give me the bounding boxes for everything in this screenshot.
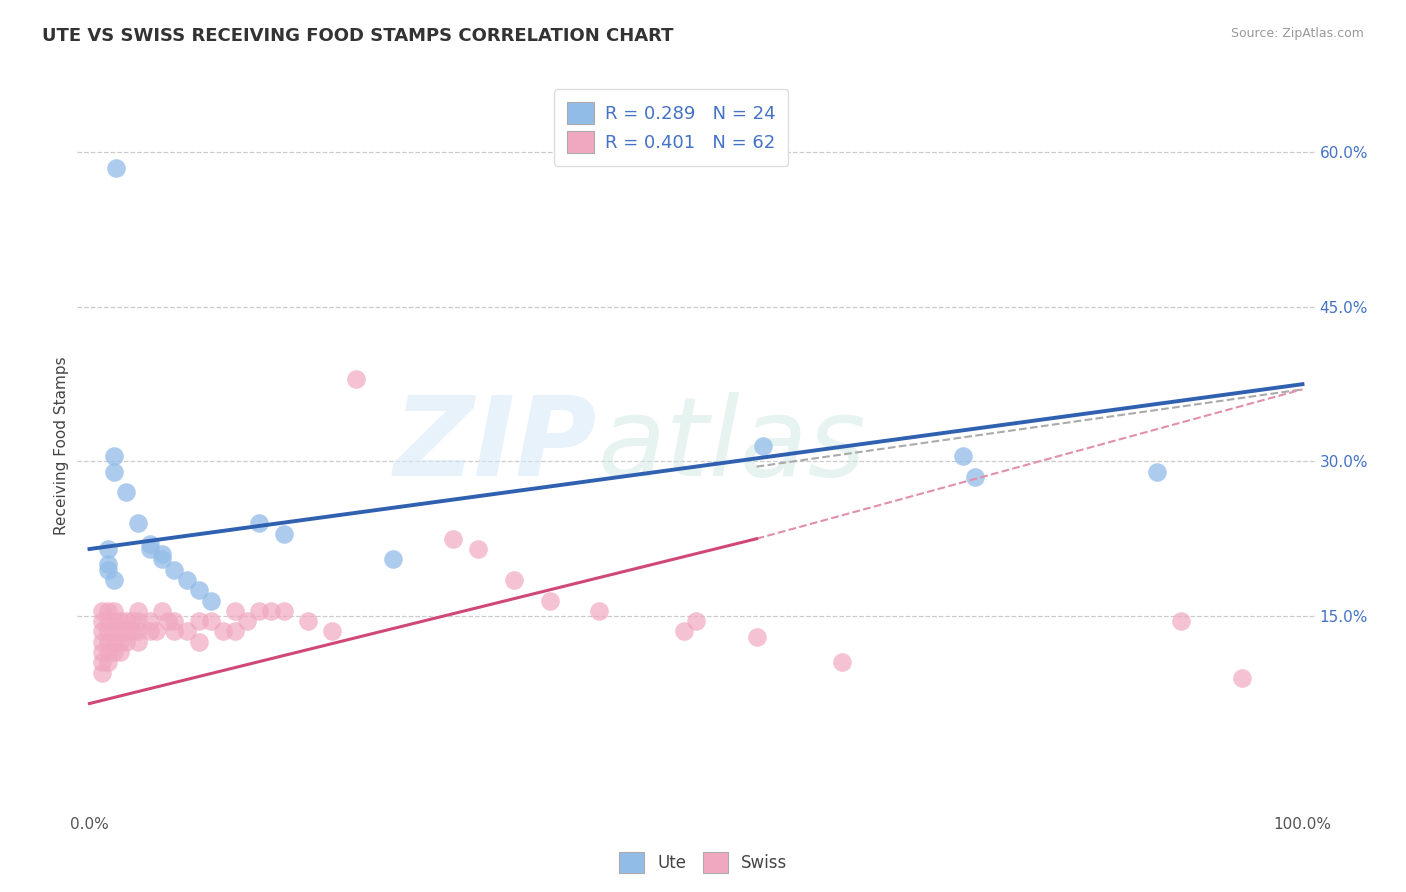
Point [273, 526, 295, 541]
Point [163, 624, 186, 639]
Point [1170, 614, 1192, 628]
Point [247, 604, 270, 618]
Point [127, 624, 149, 639]
Point [588, 604, 610, 618]
Point [105, 161, 128, 175]
Point [297, 614, 319, 628]
Point [127, 604, 149, 618]
Legend: Ute, Swiss: Ute, Swiss [612, 846, 794, 880]
Point [103, 645, 125, 659]
Point [150, 604, 173, 618]
Point [108, 614, 131, 628]
Point [163, 563, 186, 577]
Point [90, 634, 112, 648]
Point [145, 624, 167, 639]
Point [831, 656, 853, 670]
Point [247, 516, 270, 531]
Point [224, 624, 246, 639]
Point [212, 624, 235, 639]
Point [97, 645, 120, 659]
Point [139, 614, 162, 628]
Point [260, 604, 283, 618]
Point [538, 593, 561, 607]
Point [115, 624, 138, 639]
Point [103, 450, 125, 464]
Point [139, 537, 162, 551]
Point [157, 614, 180, 628]
Point [187, 634, 209, 648]
Point [467, 541, 489, 556]
Point [236, 614, 259, 628]
Point [97, 604, 120, 618]
Point [1146, 465, 1168, 479]
Point [441, 532, 464, 546]
Point [97, 541, 120, 556]
Point [150, 552, 173, 566]
Point [90, 604, 112, 618]
Point [1230, 671, 1253, 685]
Text: atlas: atlas [598, 392, 866, 500]
Point [685, 614, 707, 628]
Point [751, 439, 773, 453]
Point [952, 450, 974, 464]
Point [103, 604, 125, 618]
Point [200, 593, 222, 607]
Point [115, 634, 138, 648]
Point [97, 558, 120, 572]
Point [97, 624, 120, 639]
Point [108, 645, 131, 659]
Point [127, 516, 149, 531]
Point [745, 630, 768, 644]
Point [381, 552, 404, 566]
Point [127, 634, 149, 648]
Point [176, 573, 198, 587]
Point [90, 656, 112, 670]
Text: UTE VS SWISS RECEIVING FOOD STAMPS CORRELATION CHART: UTE VS SWISS RECEIVING FOOD STAMPS CORRE… [42, 27, 673, 45]
Point [115, 614, 138, 628]
Point [127, 614, 149, 628]
Text: ZIP: ZIP [394, 392, 598, 500]
Point [97, 634, 120, 648]
Point [103, 614, 125, 628]
Point [108, 634, 131, 648]
Point [90, 645, 112, 659]
Point [97, 563, 120, 577]
Point [344, 372, 367, 386]
Text: Source: ZipAtlas.com: Source: ZipAtlas.com [1230, 27, 1364, 40]
Point [273, 604, 295, 618]
Y-axis label: Receiving Food Stamps: Receiving Food Stamps [53, 357, 69, 535]
Point [139, 624, 162, 639]
Point [103, 624, 125, 639]
Point [108, 624, 131, 639]
Point [163, 614, 186, 628]
Point [103, 634, 125, 648]
Point [187, 583, 209, 598]
Point [321, 624, 343, 639]
Point [90, 665, 112, 680]
Point [121, 614, 143, 628]
Legend: R = 0.289   N = 24, R = 0.401   N = 62: R = 0.289 N = 24, R = 0.401 N = 62 [554, 89, 789, 166]
Point [150, 547, 173, 561]
Point [139, 541, 162, 556]
Point [200, 614, 222, 628]
Point [97, 656, 120, 670]
Point [103, 465, 125, 479]
Point [187, 614, 209, 628]
Point [503, 573, 526, 587]
Point [103, 573, 125, 587]
Point [672, 624, 695, 639]
Point [90, 614, 112, 628]
Point [121, 624, 143, 639]
Point [115, 485, 138, 500]
Point [97, 614, 120, 628]
Point [963, 470, 986, 484]
Point [90, 624, 112, 639]
Point [224, 604, 246, 618]
Point [176, 624, 198, 639]
